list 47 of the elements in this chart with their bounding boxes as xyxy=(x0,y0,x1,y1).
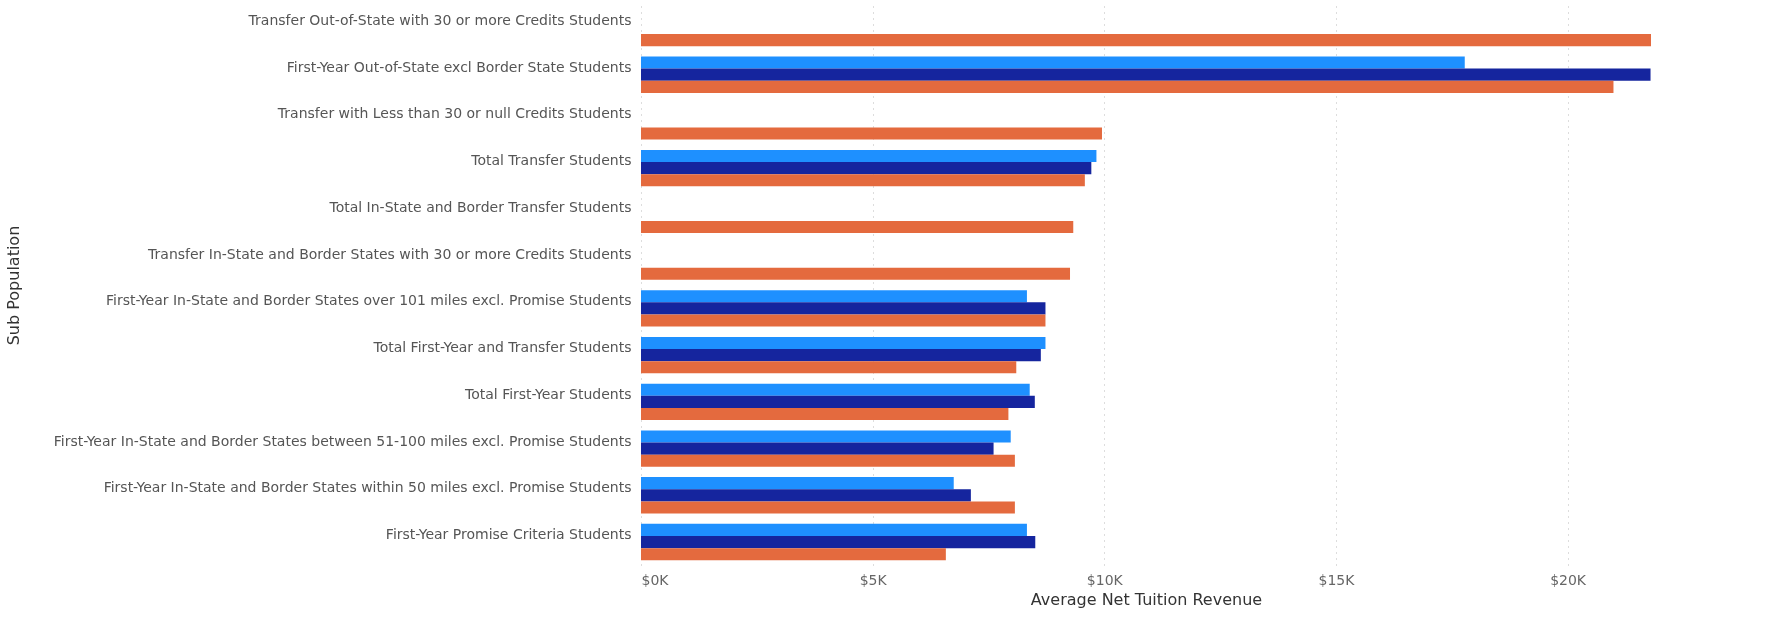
x-tick-label: $5K xyxy=(859,571,888,588)
y-tick-label: Total First-Year and Transfer Students xyxy=(372,339,632,356)
bar xyxy=(641,336,1046,350)
x-tick-label: $20K xyxy=(1550,571,1587,588)
y-tick-label: Transfer with Less than 30 or null Credits Students xyxy=(276,105,632,122)
y-tick-label: First-Year In-State and Border States within 50 miles excl. Promise Students xyxy=(103,479,632,496)
bar xyxy=(641,127,1102,140)
y-tick-label: Total In-State and Border Transfer Students xyxy=(328,198,632,215)
bar xyxy=(641,267,1071,280)
bar xyxy=(641,430,1011,443)
bar xyxy=(641,302,1046,315)
bar xyxy=(641,68,1651,81)
y-tick-label: First-Year Promise Criteria Students xyxy=(385,526,632,543)
bar xyxy=(641,477,954,490)
bar xyxy=(641,383,1030,396)
bar xyxy=(641,33,1651,47)
bar xyxy=(641,314,1046,327)
bar xyxy=(641,174,1085,187)
bar xyxy=(641,407,1009,421)
y-tick-label: First-Year In-State and Border States between 51-100 miles excl. Promise Students xyxy=(53,432,632,449)
y-tick-label: Total Transfer Students xyxy=(470,152,632,169)
bar xyxy=(641,149,1097,163)
bar xyxy=(641,56,1465,69)
bar xyxy=(641,501,1015,514)
y-axis-title: Sub Population xyxy=(3,225,23,346)
bar xyxy=(641,361,1017,374)
y-tick-label: Total First-Year Students xyxy=(464,385,632,402)
x-tick-label: $10K xyxy=(1086,571,1124,588)
bar xyxy=(641,442,994,455)
y-tick-label: First-Year In-State and Border States over 101 miles excl. Promise Students xyxy=(106,292,632,309)
x-tick-label: $0K xyxy=(641,571,670,588)
bar xyxy=(641,349,1041,362)
y-tick-label: Transfer Out-of-State with 30 or more Credits Students xyxy=(247,11,632,28)
bar xyxy=(641,454,1015,467)
bar xyxy=(641,489,971,502)
bar xyxy=(641,548,946,561)
bar xyxy=(641,162,1092,175)
bar xyxy=(641,395,1035,408)
x-tick-label: $15K xyxy=(1318,571,1356,588)
y-tick-label: Transfer In-State and Border States with 30 or more Credits Students xyxy=(147,245,632,262)
bar xyxy=(641,80,1614,93)
x-axis-title: Average Net Tuition Revenue xyxy=(1030,589,1263,609)
bar xyxy=(641,290,1027,303)
bar xyxy=(641,536,1036,549)
y-tick-label: First-Year Out-of-State excl Border State Students xyxy=(286,58,632,75)
bar xyxy=(641,220,1074,234)
bar xyxy=(641,523,1027,537)
